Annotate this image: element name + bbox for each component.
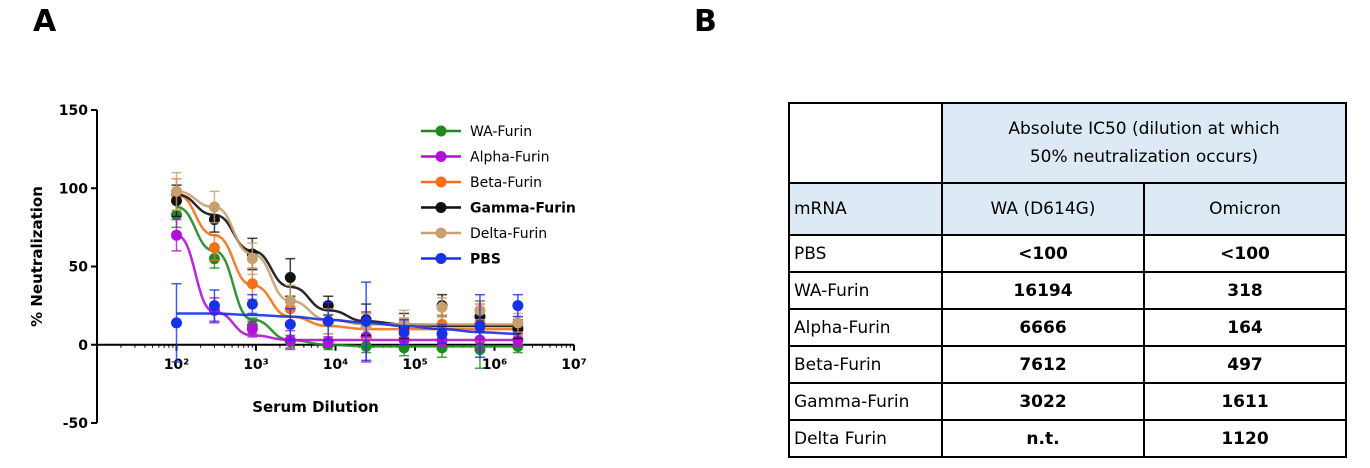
row-name: WA-Furin bbox=[788, 271, 943, 310]
y-tick-label: -50 bbox=[63, 416, 89, 432]
ic50-header-line-1: Absolute IC50 (dilution at which bbox=[1008, 118, 1280, 139]
table-column-header-row: mRNA WA (D614G) Omicron bbox=[788, 182, 1347, 236]
x-tick-label: 10⁴ bbox=[323, 357, 349, 373]
omicron-value: <100 bbox=[1143, 234, 1347, 273]
row-name: Beta-Furin bbox=[788, 345, 943, 384]
y-tick-label: 50 bbox=[69, 260, 89, 276]
fit-curve bbox=[176, 312, 518, 336]
data-point bbox=[436, 328, 448, 340]
data-point bbox=[398, 326, 410, 338]
data-point bbox=[474, 320, 486, 332]
data-point bbox=[360, 315, 372, 327]
data-point bbox=[208, 201, 220, 213]
ic50-table: Absolute IC50 (dilution at which 50% neu… bbox=[788, 102, 1347, 458]
data-point bbox=[171, 229, 182, 241]
legend-label: Delta-Furin bbox=[470, 226, 547, 242]
table-row: Beta-Furin 7612 497 bbox=[788, 345, 1347, 384]
omicron-value: 497 bbox=[1143, 345, 1347, 384]
legend-label: Beta-Furin bbox=[470, 175, 542, 191]
data-point bbox=[284, 295, 296, 307]
table-row: Alpha-Furin 6666 164 bbox=[788, 308, 1347, 347]
data-point bbox=[284, 318, 296, 330]
data-point bbox=[436, 301, 448, 313]
fit-curve bbox=[176, 205, 518, 348]
column-header-mrna: mRNA bbox=[788, 182, 943, 236]
legend-marker bbox=[435, 176, 447, 188]
data-point bbox=[208, 242, 220, 254]
data-point bbox=[171, 317, 182, 329]
table-header-row: Absolute IC50 (dilution at which 50% neu… bbox=[788, 102, 1347, 184]
fit-curve bbox=[176, 193, 518, 328]
legend-label: Alpha-Furin bbox=[470, 150, 550, 166]
table-row: Gamma-Furin 3022 1611 bbox=[788, 382, 1347, 421]
legend-marker bbox=[435, 151, 447, 162]
row-name: Alpha-Furin bbox=[788, 308, 943, 347]
legend-marker bbox=[435, 125, 447, 137]
y-axis-title: % Neutralization bbox=[28, 186, 46, 327]
x-tick-label: 10⁵ bbox=[402, 357, 428, 373]
data-point bbox=[171, 185, 182, 197]
wa-value: 16194 bbox=[941, 271, 1145, 310]
ic50-header-line-2: 50% neutralization occurs) bbox=[1029, 147, 1259, 167]
table-row: Delta Furin n.t. 1120 bbox=[788, 419, 1347, 458]
x-tick-label: 10³ bbox=[243, 357, 269, 373]
omicron-value: 1120 bbox=[1143, 419, 1347, 458]
column-header-omicron: Omicron bbox=[1143, 182, 1347, 236]
data-point bbox=[436, 342, 448, 354]
data-point bbox=[512, 317, 524, 329]
legend-marker bbox=[435, 227, 447, 239]
data-point bbox=[246, 278, 258, 290]
wa-value: 3022 bbox=[941, 382, 1145, 421]
neutralization-chart: 150 100 50 0 -50 10² 10³ 10⁴ 10⁵ 10⁶ 10⁷ Serum Dilu… bbox=[28, 103, 587, 432]
data-point bbox=[208, 300, 220, 312]
wa-value: 6666 bbox=[941, 308, 1145, 347]
wa-value: 7612 bbox=[941, 345, 1145, 384]
data-point bbox=[512, 300, 524, 312]
column-header-wa: WA (D614G) bbox=[941, 182, 1145, 236]
panel-label-a: A bbox=[33, 4, 57, 39]
legend-label: WA-Furin bbox=[470, 124, 532, 140]
omicron-value: 164 bbox=[1143, 308, 1347, 347]
data-point bbox=[322, 315, 334, 327]
legend-marker bbox=[435, 253, 447, 264]
row-name: Gamma-Furin bbox=[788, 382, 943, 421]
data-point bbox=[246, 298, 258, 310]
ic50-header: Absolute IC50 (dilution at which 50% neu… bbox=[941, 102, 1347, 184]
data-point bbox=[246, 323, 258, 335]
data-point bbox=[246, 253, 258, 265]
y-tick-label: 100 bbox=[59, 181, 88, 197]
row-name: Delta Furin bbox=[788, 419, 943, 458]
fit-curve bbox=[176, 193, 518, 331]
wa-value: n.t. bbox=[941, 419, 1145, 458]
x-tick-label: 10⁶ bbox=[482, 357, 508, 373]
panel-label-b: B bbox=[694, 4, 717, 39]
legend-marker bbox=[435, 202, 447, 213]
x-tick-label: 10⁷ bbox=[561, 357, 587, 373]
legend-label: PBS bbox=[470, 252, 501, 268]
table-corner-cell bbox=[788, 102, 943, 184]
omicron-value: 1611 bbox=[1143, 382, 1347, 421]
table-row: PBS <100 <100 bbox=[788, 234, 1347, 273]
y-tick-label: 150 bbox=[59, 103, 88, 119]
omicron-value: 318 bbox=[1143, 271, 1347, 310]
fit-curve bbox=[176, 190, 518, 326]
y-tick-label: 0 bbox=[78, 338, 88, 354]
x-tick-label: 10² bbox=[164, 357, 190, 373]
wa-value: <100 bbox=[941, 234, 1145, 273]
row-name: PBS bbox=[788, 234, 943, 273]
data-point bbox=[322, 336, 334, 348]
legend-label: Gamma-Furin bbox=[470, 201, 576, 217]
table-row: WA-Furin 16194 318 bbox=[788, 271, 1347, 310]
data-point bbox=[512, 334, 524, 346]
data-point bbox=[284, 271, 296, 283]
x-axis-title: Serum Dilution bbox=[252, 398, 379, 416]
